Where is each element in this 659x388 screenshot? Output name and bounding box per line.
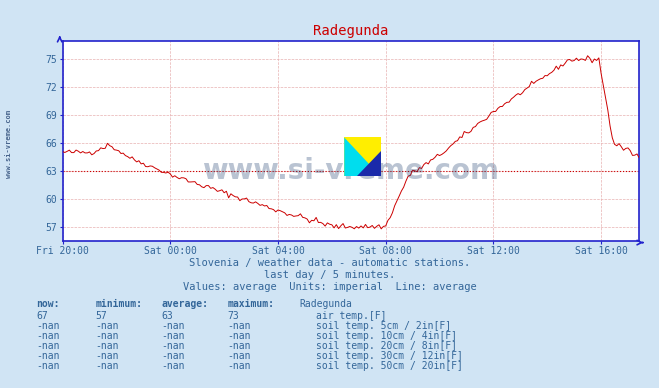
Text: last day / 5 minutes.: last day / 5 minutes. — [264, 270, 395, 280]
Text: soil temp. 20cm / 8in[F]: soil temp. 20cm / 8in[F] — [316, 341, 457, 351]
Text: soil temp. 30cm / 12in[F]: soil temp. 30cm / 12in[F] — [316, 351, 463, 361]
Text: Values: average  Units: imperial  Line: average: Values: average Units: imperial Line: av… — [183, 282, 476, 292]
Text: -nan: -nan — [96, 331, 119, 341]
Text: www.si-vreme.com: www.si-vreme.com — [202, 157, 500, 185]
Polygon shape — [357, 151, 380, 176]
Text: air temp.[F]: air temp.[F] — [316, 311, 387, 321]
Text: -nan: -nan — [36, 321, 60, 331]
Text: -nan: -nan — [227, 361, 251, 371]
Text: -nan: -nan — [161, 361, 185, 371]
Text: Radegunda: Radegunda — [300, 298, 353, 308]
Title: Radegunda: Radegunda — [313, 24, 389, 38]
Text: www.si-vreme.com: www.si-vreme.com — [5, 109, 12, 178]
Text: soil temp. 50cm / 20in[F]: soil temp. 50cm / 20in[F] — [316, 361, 463, 371]
Text: average:: average: — [161, 298, 208, 308]
Text: maximum:: maximum: — [227, 298, 274, 308]
Text: soil temp. 5cm / 2in[F]: soil temp. 5cm / 2in[F] — [316, 321, 451, 331]
Text: -nan: -nan — [96, 351, 119, 361]
Text: 73: 73 — [227, 311, 239, 321]
Text: minimum:: minimum: — [96, 298, 142, 308]
Polygon shape — [344, 137, 380, 176]
Text: -nan: -nan — [227, 331, 251, 341]
Text: 67: 67 — [36, 311, 48, 321]
Text: -nan: -nan — [227, 351, 251, 361]
Text: -nan: -nan — [227, 341, 251, 351]
Text: -nan: -nan — [36, 351, 60, 361]
Text: 63: 63 — [161, 311, 173, 321]
Polygon shape — [344, 137, 380, 176]
Text: -nan: -nan — [36, 341, 60, 351]
Text: -nan: -nan — [96, 341, 119, 351]
Text: 57: 57 — [96, 311, 107, 321]
Text: Slovenia / weather data - automatic stations.: Slovenia / weather data - automatic stat… — [189, 258, 470, 268]
Text: -nan: -nan — [161, 331, 185, 341]
Text: -nan: -nan — [161, 351, 185, 361]
Text: -nan: -nan — [96, 321, 119, 331]
Text: -nan: -nan — [161, 321, 185, 331]
Text: -nan: -nan — [36, 331, 60, 341]
Text: -nan: -nan — [96, 361, 119, 371]
Text: -nan: -nan — [161, 341, 185, 351]
Text: soil temp. 10cm / 4in[F]: soil temp. 10cm / 4in[F] — [316, 331, 457, 341]
Text: now:: now: — [36, 298, 60, 308]
Text: -nan: -nan — [36, 361, 60, 371]
Text: -nan: -nan — [227, 321, 251, 331]
